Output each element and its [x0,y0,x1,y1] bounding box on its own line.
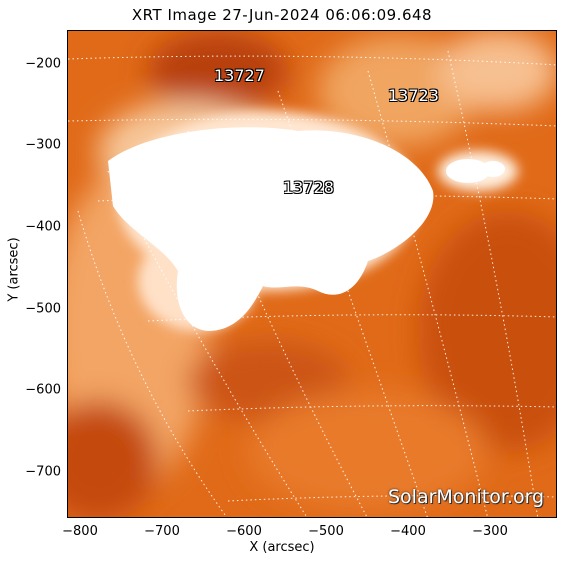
y-tick-label: −400 [25,219,61,235]
solarmonitor-watermark: SolarMonitor.org [388,486,545,508]
x-axis-label: X (arcsec) [249,540,315,555]
y-tick-label: −200 [25,56,61,72]
y-tick-label: −300 [25,137,61,153]
x-tick-label: −300 [472,524,508,539]
region-label-13723: 13723 [388,86,439,105]
solar-image [68,31,556,517]
x-tick-label: −700 [144,524,180,539]
x-tick-label: −600 [226,524,262,539]
y-tick-label: −600 [25,382,61,398]
x-tick-label: −500 [308,524,344,539]
x-tick-label: −800 [62,524,98,539]
coordinate-grid [68,50,556,517]
region-label-13728: 13728 [283,178,334,197]
region-label-13727: 13727 [214,66,265,85]
active-region-core [108,127,505,331]
solar-image-frame [67,30,557,518]
y-tick-label: −700 [25,464,61,480]
y-tick-label: −500 [25,301,61,317]
x-tick-label: −400 [390,524,426,539]
y-axis-label: Y (arcsec) [6,237,22,302]
image-title: XRT Image 27-Jun-2024 06:06:09.648 [131,6,433,24]
